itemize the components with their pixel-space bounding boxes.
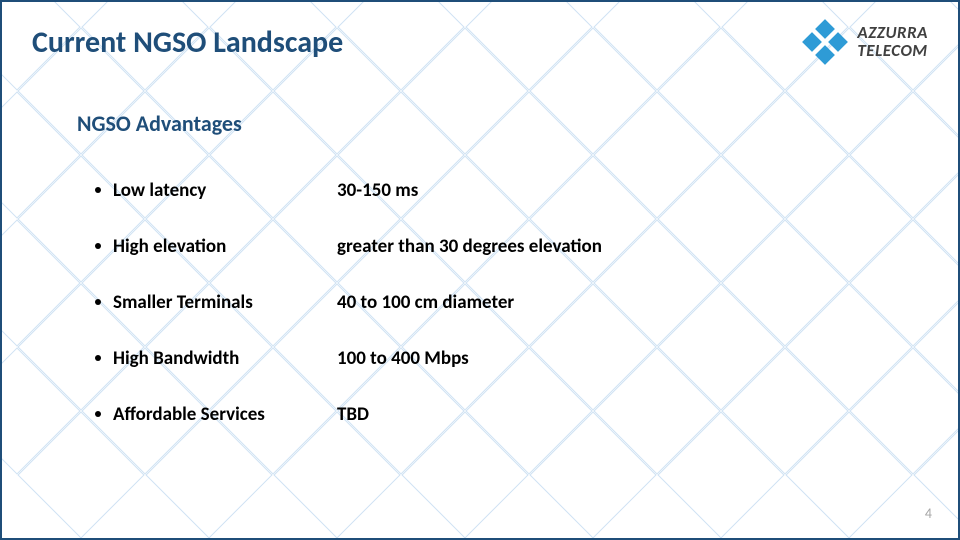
label-text: Affordable Services bbox=[113, 403, 265, 426]
bullet-icon bbox=[95, 243, 101, 249]
slide: Current NGSO Landscape AZZURRA TELECOM N… bbox=[0, 0, 960, 540]
row-value: TBD bbox=[337, 403, 877, 426]
page-number: 4 bbox=[925, 505, 932, 522]
bullet-icon bbox=[95, 187, 101, 193]
label-text: High Bandwidth bbox=[113, 347, 239, 370]
bullet-icon bbox=[95, 411, 101, 417]
bullet-icon bbox=[95, 299, 101, 305]
label-text: High elevation bbox=[113, 235, 226, 258]
row-label: Low latency bbox=[77, 179, 337, 202]
row-value: 30-150 ms bbox=[337, 179, 877, 202]
table-row: High Bandwidth 100 to 400 Mbps bbox=[77, 330, 877, 386]
row-value: 100 to 400 Mbps bbox=[337, 347, 877, 370]
company-logo: AZZURRA TELECOM bbox=[803, 20, 928, 64]
table-row: Smaller Terminals 40 to 100 cm diameter bbox=[77, 274, 877, 330]
table-row: Affordable Services TBD bbox=[77, 386, 877, 442]
label-text: Smaller Terminals bbox=[113, 291, 253, 314]
row-label: Affordable Services bbox=[77, 403, 337, 426]
logo-mark-icon bbox=[803, 20, 847, 64]
row-label: High elevation bbox=[77, 235, 337, 258]
row-label: High Bandwidth bbox=[77, 347, 337, 370]
row-label: Smaller Terminals bbox=[77, 291, 337, 314]
label-text: Low latency bbox=[113, 179, 206, 202]
table-row: High elevation greater than 30 degrees e… bbox=[77, 218, 877, 274]
logo-line-2: TELECOM bbox=[857, 42, 928, 60]
advantages-table: Low latency 30-150 ms High elevation gre… bbox=[77, 162, 877, 442]
section-subtitle: NGSO Advantages bbox=[77, 110, 242, 137]
table-row: Low latency 30-150 ms bbox=[77, 162, 877, 218]
row-value: 40 to 100 cm diameter bbox=[337, 291, 877, 314]
bullet-icon bbox=[95, 355, 101, 361]
row-value: greater than 30 degrees elevation bbox=[337, 235, 877, 258]
slide-title: Current NGSO Landscape bbox=[32, 24, 343, 61]
logo-text: AZZURRA TELECOM bbox=[857, 24, 928, 60]
